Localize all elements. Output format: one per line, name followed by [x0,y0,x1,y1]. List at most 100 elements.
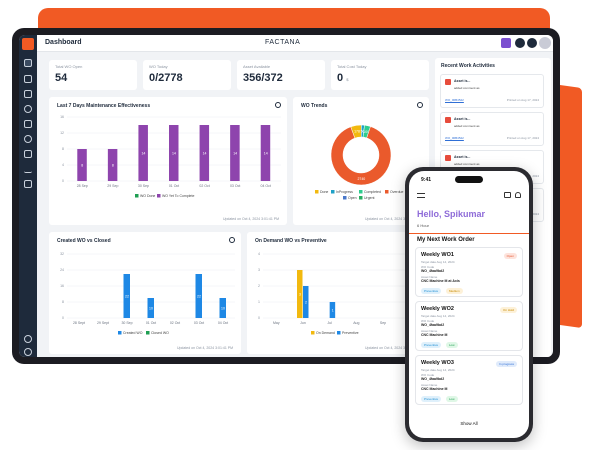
stat-number: 54 [55,72,68,84]
activity-name: Asset is... [454,117,471,121]
bar [199,125,210,181]
divider [409,233,529,234]
y-tick-label: 0 [258,316,260,320]
wo-title: Weekly WO2 [421,306,454,312]
activity-link[interactable]: WO_00B4522 [445,136,464,140]
x-tick-label: Sep [380,321,386,325]
x-tick-label: 01 Oct [169,184,179,188]
legend-label: Completed [364,190,381,194]
bar-value-label: 8 [81,164,83,168]
dashboard-icon[interactable] [24,59,32,67]
activity-item[interactable]: Asset is... added comment as WO_00B4522 … [440,74,544,108]
page-title: Dashboard [45,39,82,46]
y-tick-label: 4 [258,252,260,256]
reports-icon[interactable] [24,165,32,173]
stat-value: 0 $ [337,72,348,84]
x-tick-label: 02 Oct [199,184,209,188]
mail-icon[interactable] [504,192,511,198]
activity-link[interactable]: WO_00B4522 [445,98,464,102]
download-icon[interactable] [417,102,423,108]
stat-label: WO Today [149,64,168,69]
work-orders-icon[interactable] [24,90,32,98]
x-tick-label: 28 Sept [73,321,85,325]
bar-value-label: 14 [203,152,207,156]
download-icon[interactable] [275,102,281,108]
slice-value-label: 178 [354,130,360,134]
app-logo-icon[interactable] [22,38,34,50]
bar [303,286,309,318]
messages-icon[interactable] [24,120,32,128]
app-switch-button[interactable] [501,38,511,48]
activity-item[interactable]: Asset is... added comment as WO_00B4522 … [440,112,544,146]
bar-value-label: 14 [233,152,237,156]
menu-icon[interactable] [417,193,425,198]
bar-value-label: 10 [149,307,153,311]
asset-name: CNC Machine M at Axis [421,279,460,283]
stat-label: Total WO Open [55,64,83,69]
bar-value-label: 14 [141,152,145,156]
activity-name: Asset is... [454,79,471,83]
asset-name: CNC Machine M [421,387,448,391]
wo-target-date: Target date Aug 14, 2024 [421,368,455,372]
stat-value: 0/2778 [149,72,183,84]
activity-date: Printed on Aug 17, 2024 [506,136,539,140]
activity-text: added comment as [454,162,480,166]
stat-card-open: Total WO Open 54 [49,60,137,90]
stat-unit: $ [346,77,349,82]
work-order-card[interactable]: Weekly WO2 On Hold Target date Aug 14, 2… [415,301,523,351]
bar-value-label: 3 [299,293,301,297]
download-icon[interactable] [229,237,235,243]
asset-name-label: Asset Name [421,275,438,279]
wo-code-label: WO Code [421,265,435,269]
activity-date: Printed on Aug 17, 2024 [506,98,539,102]
wo-code-label: WO Code [421,319,435,323]
wo-target-date: Target date Aug 14, 2024 [421,314,455,318]
add-icon[interactable] [527,38,537,48]
stat-value: 54 [55,72,67,84]
donut-slice [330,126,392,186]
brand-name: FACTANA [265,39,301,46]
chat-icon[interactable] [24,335,32,343]
assets-icon[interactable] [24,75,32,83]
wo-code-label: WO Code [421,373,435,377]
chart-title: On Demand WO vs Preventive [255,238,327,244]
y-tick-label: 12 [60,131,64,135]
phone-frame: 9:41 Hello, Spikumar 6 Hour My Next Work… [405,167,533,442]
bell-icon[interactable] [515,192,521,198]
work-order-card[interactable]: Weekly WO3 In progress Target date Aug 1… [415,355,523,405]
legend-swatch [146,331,150,335]
avatar[interactable] [539,37,551,49]
x-tick-label: 30 Sep [138,184,149,188]
search-icon[interactable] [24,135,32,143]
x-tick-label: 29 Sept [97,321,109,325]
priority-chip: Low [446,342,458,348]
notification-icon[interactable] [515,38,525,48]
stat-value: 356/372 [243,72,283,84]
ondemand-bar-chart: 01234MayJun32Jul1AugSepOctOn DemandPreve… [258,252,423,335]
top-bar: Dashboard FACTANA [37,35,553,52]
chart-title: WO Trends [301,103,328,109]
activity-name: Asset is... [454,155,471,159]
legend-swatch [157,194,161,198]
show-all-link[interactable]: Show All [460,421,478,426]
status-badge: In progress [495,361,517,367]
y-tick-label: 0 [62,179,64,183]
slice-value-label: 100 [363,130,369,134]
inventory-icon[interactable] [24,180,32,188]
bar-value-label: 14 [172,152,176,156]
stat-label: Total Cost Today [337,64,367,69]
asset-badge-icon [445,117,451,123]
bar-value-label: 1 [332,309,334,313]
work-order-card[interactable]: Weekly WO1 Open Target date Aug 14, 2024… [415,247,523,297]
legend-label: Closed WO [151,331,169,335]
legend-swatch [135,194,139,198]
priority-chip: Medium [446,288,463,294]
bar [195,274,202,318]
play-icon[interactable] [24,105,32,113]
wo-trends-card: WO Trends 178 50 100 2740 Done InProgress Comp… [293,97,429,225]
settings-icon[interactable] [24,150,32,158]
updated-text: Updated on Oct 4, 2024 3:01:41 PM [222,217,279,221]
help-icon[interactable] [24,348,32,356]
stat-card-today: WO Today 0/2778 [143,60,231,90]
stat-number: 0 [337,72,344,84]
